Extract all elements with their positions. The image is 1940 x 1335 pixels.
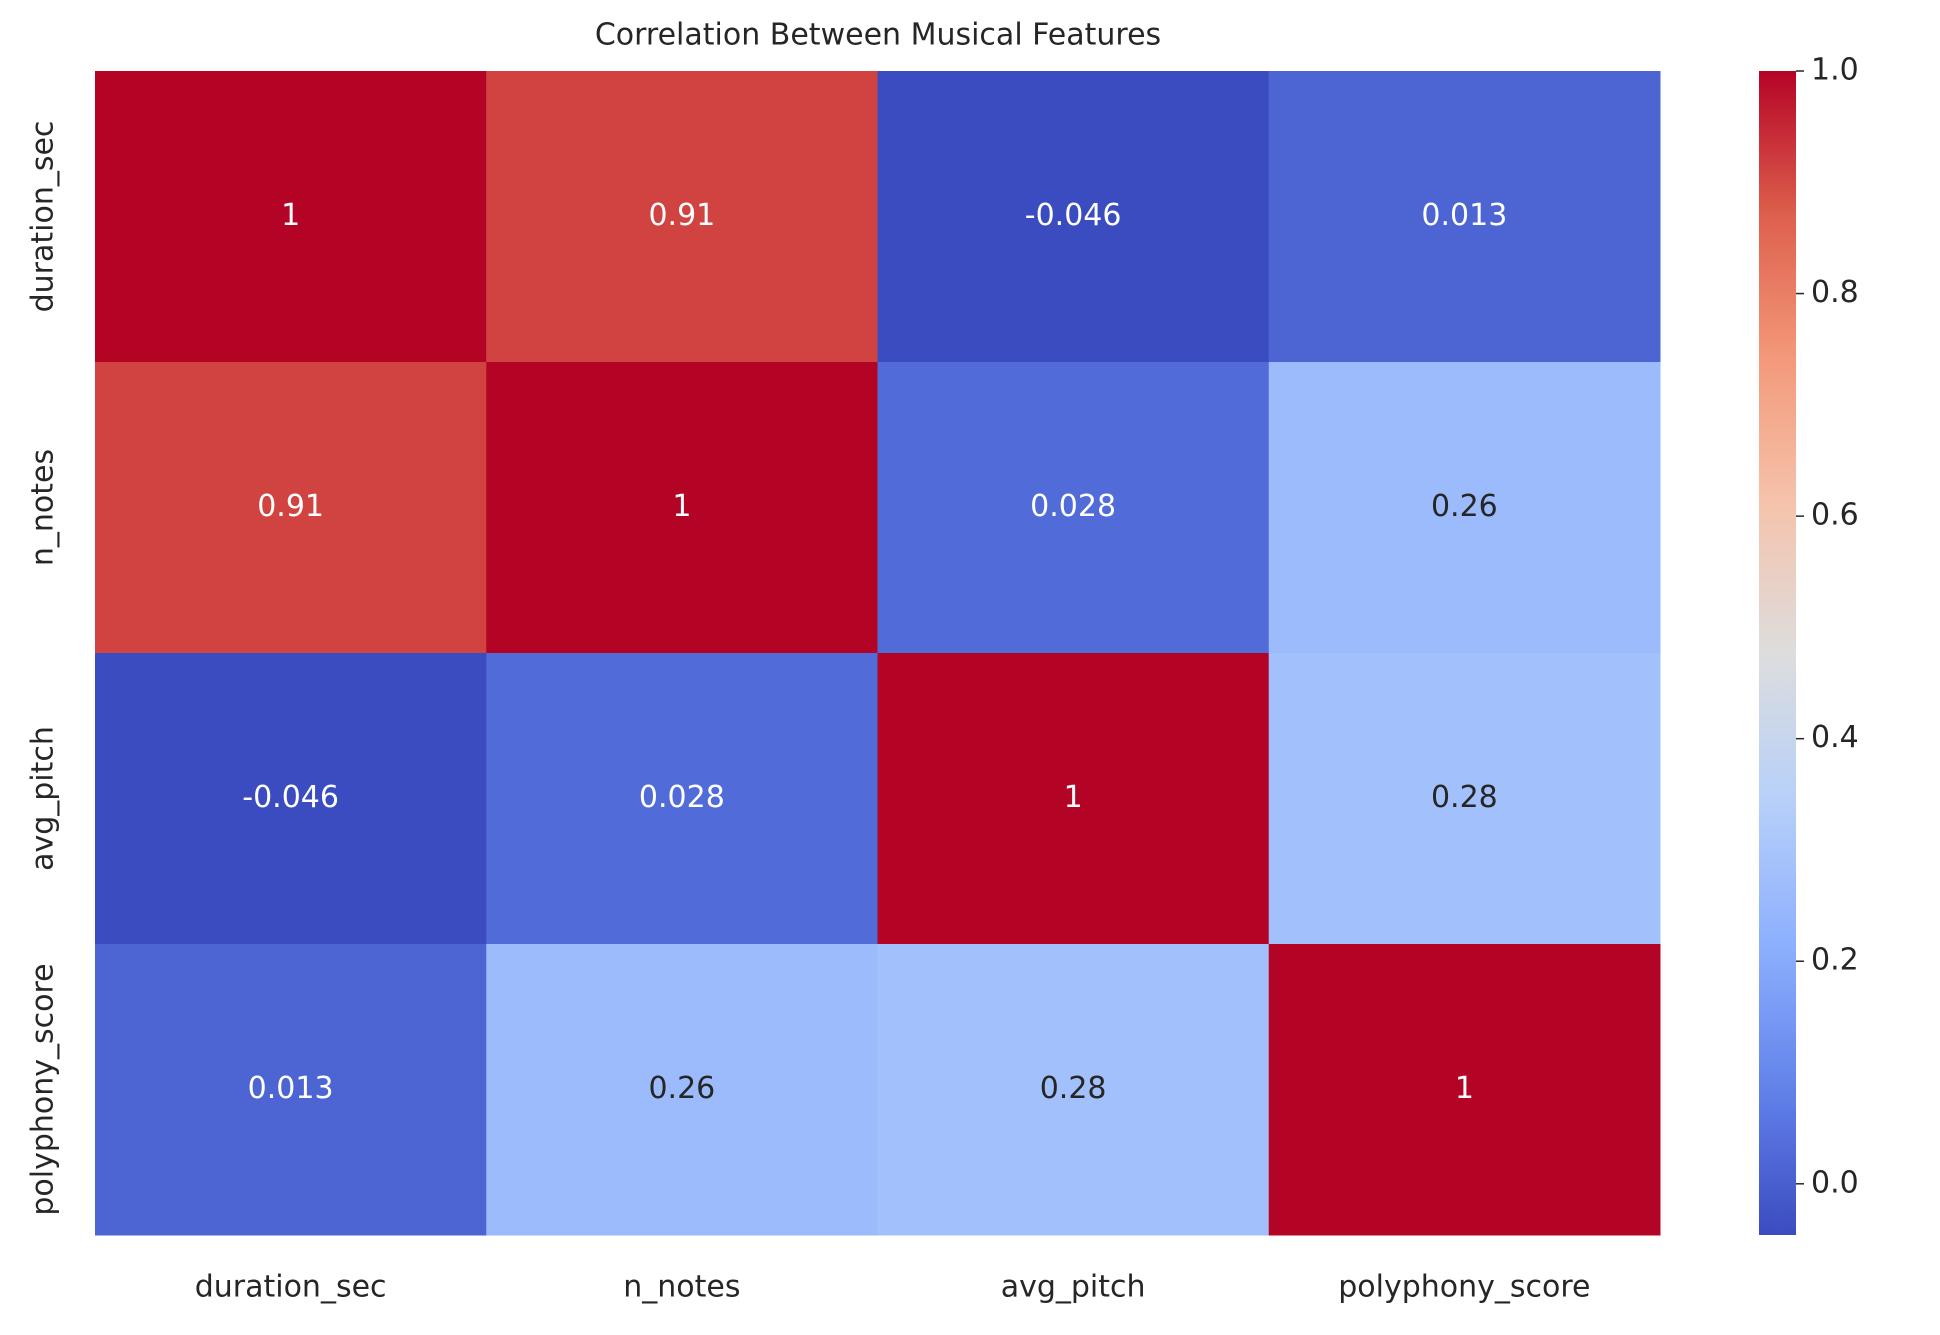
chart-title: Correlation Between Musical Features <box>595 18 1161 53</box>
cell-label: 1 <box>281 198 300 233</box>
heatmap-cell <box>1268 71 1661 363</box>
heatmap-cell <box>486 944 878 1236</box>
heatmap-cell <box>486 71 878 363</box>
heatmap-cell <box>877 944 1270 1236</box>
heatmap-cell <box>95 944 487 1236</box>
x-tick-label: avg_pitch <box>1001 1270 1146 1305</box>
heatmap-cell <box>1268 653 1661 945</box>
cell-label: 0.28 <box>1040 1071 1107 1106</box>
heatmap-cell <box>1268 362 1661 654</box>
cell-label: 0.028 <box>639 780 725 815</box>
x-tick-label: n_notes <box>623 1270 740 1305</box>
colorbar-tick-label: 0.6 <box>1811 498 1859 533</box>
colorbar-tick-label: 0.4 <box>1811 720 1859 755</box>
cell-label: 0.013 <box>1421 198 1507 233</box>
heatmap-cell <box>486 362 878 654</box>
heatmap-cell <box>877 362 1270 654</box>
x-tick-label: polyphony_score <box>1338 1270 1590 1305</box>
cell-label: 0.91 <box>648 198 715 233</box>
heatmap-cell <box>95 71 487 363</box>
colorbar <box>1759 71 1796 1235</box>
colorbar-tick-label: 0.0 <box>1811 1165 1859 1200</box>
colorbar-tick-label: 0.8 <box>1811 275 1859 310</box>
y-tick-label: duration_sec <box>26 121 61 313</box>
heatmap-cell <box>95 362 487 654</box>
heatmap-cell <box>877 71 1270 363</box>
cell-label: 1 <box>672 489 691 524</box>
y-tick-label: avg_pitch <box>26 726 61 871</box>
heatmap-cell <box>486 653 878 945</box>
colorbar-tick-label: 0.2 <box>1811 943 1859 978</box>
heatmap-cell <box>1268 944 1661 1236</box>
cell-label: 1 <box>1455 1071 1474 1106</box>
heatmap-cell <box>95 653 487 945</box>
cell-label: -0.046 <box>1025 198 1122 233</box>
x-tick-label: duration_sec <box>195 1270 387 1305</box>
y-tick-label: n_notes <box>26 449 61 566</box>
cell-label: 0.028 <box>1030 489 1116 524</box>
colorbar-tick-label: 1.0 <box>1811 53 1859 88</box>
cell-label: 0.26 <box>648 1071 715 1106</box>
heatmap-cell <box>877 653 1270 945</box>
cell-label: 0.91 <box>257 489 324 524</box>
cell-label: 0.28 <box>1431 780 1498 815</box>
cell-label: -0.046 <box>242 780 339 815</box>
cell-label: 0.26 <box>1431 489 1498 524</box>
cell-label: 0.013 <box>248 1071 334 1106</box>
cell-label: 1 <box>1064 780 1083 815</box>
y-tick-label: polyphony_score <box>26 963 61 1215</box>
